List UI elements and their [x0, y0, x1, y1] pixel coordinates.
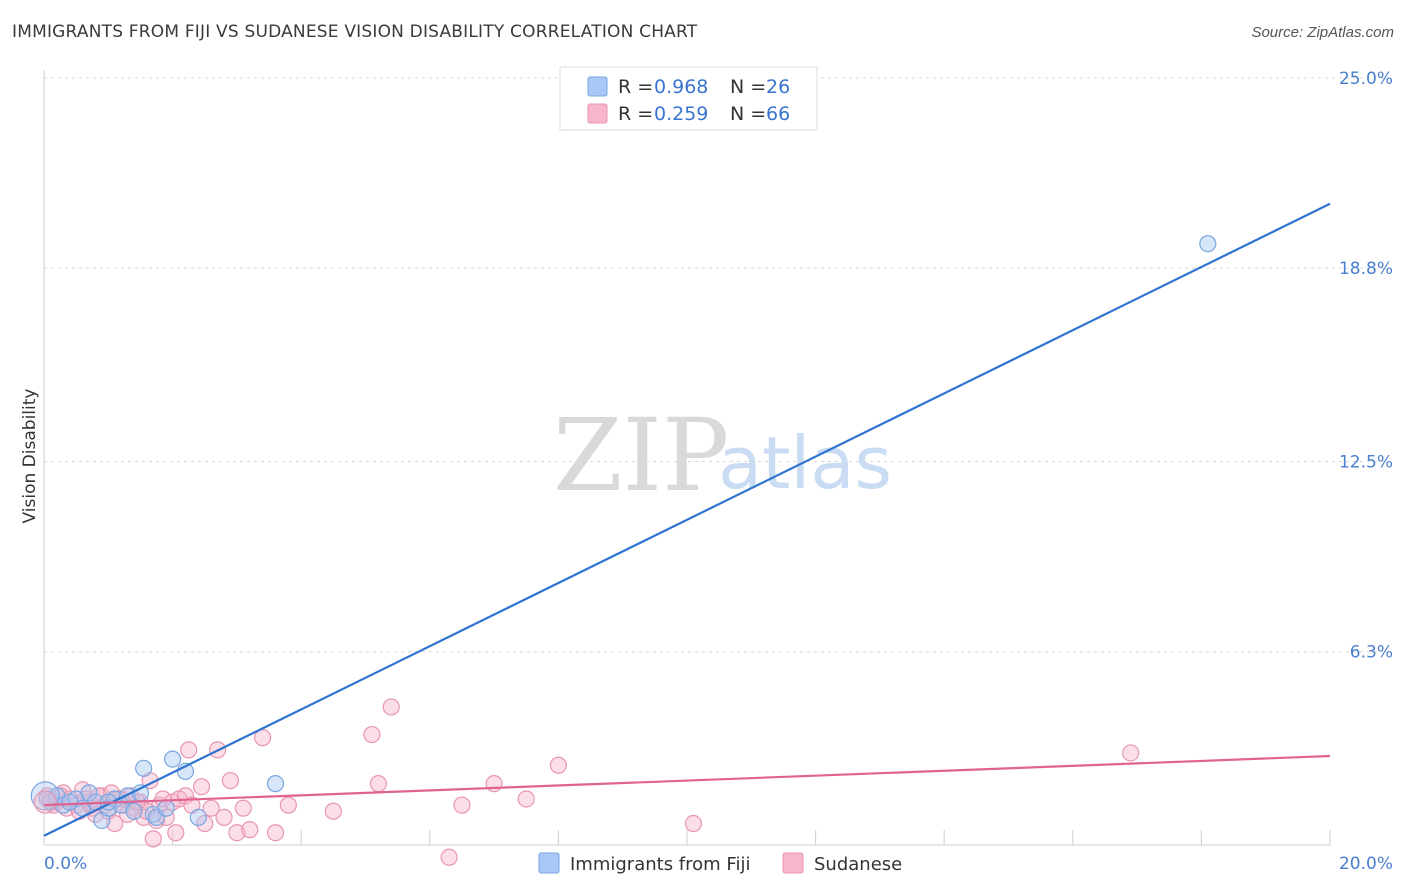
- y-axis-label: Vision Disability: [20, 389, 40, 524]
- point-fiji: [61, 793, 79, 811]
- legend-n-label-fiji: N =: [730, 76, 766, 98]
- point-sudanese: [1122, 744, 1140, 762]
- y-tick-label: 6.3%: [1350, 643, 1393, 663]
- bottom-legend-label-fiji: Immigrants from Fiji: [570, 854, 750, 875]
- point-fiji: [135, 759, 153, 777]
- point-fiji: [125, 802, 143, 820]
- point-fiji: [80, 784, 98, 802]
- point-sudanese: [382, 698, 400, 716]
- data-points: [30, 235, 1217, 866]
- legend-swatch-fiji: [587, 76, 608, 97]
- legend-swatch-sudanese: [587, 103, 608, 124]
- x-tick-label-max: 20.0%: [1339, 854, 1393, 874]
- point-sudanese: [324, 802, 342, 820]
- point-sudanese: [228, 824, 246, 842]
- y-tick-label: 12.5%: [1339, 453, 1393, 473]
- legend-n-label-sudanese: N =: [730, 103, 766, 125]
- point-sudanese: [167, 824, 185, 842]
- point-fiji: [189, 808, 207, 826]
- point-sudanese: [266, 824, 285, 842]
- legend-r-value-fiji: 0.968: [654, 76, 708, 98]
- legend-r-value-sudanese: 0.259: [654, 103, 708, 125]
- point-fiji-cluster: [30, 781, 60, 811]
- chart-title: IMMIGRANTS FROM FIJI VS SUDANESE VISION …: [12, 22, 698, 42]
- point-fiji: [157, 799, 175, 817]
- trend-line-fiji: [43, 202, 1331, 837]
- legend-r-label-sudanese: R =: [618, 103, 653, 125]
- point-sudanese: [363, 725, 381, 744]
- point-sudanese: [254, 729, 272, 747]
- point-fiji: [1199, 235, 1217, 253]
- point-sudanese: [157, 808, 175, 826]
- x-tick-label-min: 0.0%: [44, 854, 87, 874]
- point-sudanese: [549, 756, 568, 774]
- legend-n-value-sudanese: 66: [766, 103, 790, 125]
- bottom-legend: Immigrants from Fiji Sudanese: [538, 852, 902, 875]
- point-sudanese: [144, 830, 162, 848]
- y-tick-labels: 6.3% 12.5% 18.8% 25.0%: [1339, 69, 1393, 663]
- legend-n-value-fiji: 26: [766, 76, 790, 98]
- point-sudanese: [221, 771, 240, 790]
- point-sudanese: [279, 796, 297, 814]
- point-sudanese: [453, 796, 471, 814]
- legend: R = 0.968 N = 26 R = 0.259 N = 66: [559, 66, 818, 131]
- point-sudanese: [202, 799, 220, 817]
- watermark-zip: ZIP: [553, 397, 729, 514]
- point-sudanese: [684, 814, 703, 833]
- point-sudanese: [369, 775, 387, 793]
- trend-lines: [43, 202, 1331, 837]
- point-sudanese: [234, 799, 252, 817]
- bottom-legend-label-sudanese: Sudanese: [814, 854, 902, 875]
- point-sudanese: [192, 778, 211, 796]
- grid-lines: [44, 77, 1393, 653]
- point-sudanese: [215, 808, 233, 826]
- y-tick-label: 18.8%: [1339, 259, 1393, 279]
- trend-line-sudanese: [43, 754, 1331, 807]
- bottom-legend-swatch-sudanese: [782, 852, 804, 874]
- y-tick-label: 25.0%: [1339, 69, 1393, 89]
- point-sudanese: [180, 741, 198, 759]
- x-ticks: [43, 830, 1331, 845]
- legend-r-label-fiji: R =: [618, 76, 653, 98]
- point-sudanese: [440, 848, 458, 866]
- point-sudanese-cluster: [33, 790, 57, 814]
- source-credit: Source: ZipAtlas.com: [1251, 24, 1394, 41]
- point-sudanese: [241, 821, 259, 839]
- point-sudanese: [517, 790, 535, 808]
- point-fiji: [266, 775, 285, 793]
- bottom-legend-swatch-fiji: [538, 852, 560, 874]
- point-sudanese: [196, 814, 214, 833]
- point-sudanese: [106, 814, 124, 833]
- point-fiji: [164, 750, 182, 768]
